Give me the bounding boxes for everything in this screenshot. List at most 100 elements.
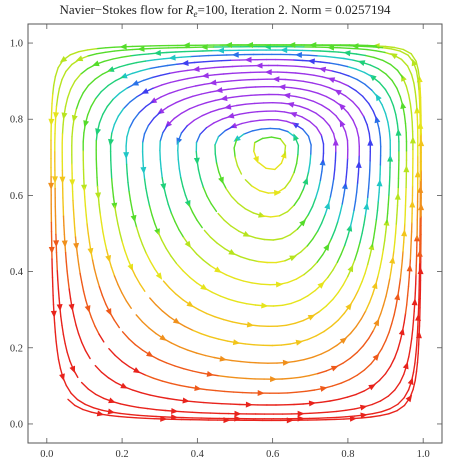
streamline-segment <box>239 256 251 261</box>
streamline-arrowhead <box>253 156 259 164</box>
streamline-segment <box>72 368 79 379</box>
streamline-segment <box>206 195 213 205</box>
streamline-segment <box>160 92 171 98</box>
streamline-segment <box>276 187 286 194</box>
streamline-segment <box>394 232 397 243</box>
streamline-segment <box>344 130 349 142</box>
streamline-segment <box>343 57 354 61</box>
streamline-segment <box>337 283 345 293</box>
streamline-segment <box>315 126 322 136</box>
streamline-segment <box>417 69 421 80</box>
streamline-segment <box>307 205 314 216</box>
streamline-segment <box>371 379 381 387</box>
streamline-segment <box>361 272 366 283</box>
streamline-segment <box>191 411 203 414</box>
streamline-segment <box>90 97 97 108</box>
streamline-segment <box>387 121 391 132</box>
streamline-segment <box>173 112 183 120</box>
streamline-segment <box>214 135 220 146</box>
streamline-segment <box>408 347 412 358</box>
streamline-segment <box>322 152 325 163</box>
streamline-segment <box>332 132 337 144</box>
streamline-segment <box>180 176 184 188</box>
streamline-segment <box>146 407 158 411</box>
streamline-segment <box>214 97 225 102</box>
streamline-segment <box>352 100 360 110</box>
streamline-segment <box>130 54 141 57</box>
streamline-segment <box>270 136 281 140</box>
streamline-segment <box>352 417 363 420</box>
streamline-segment <box>231 359 242 363</box>
streamline-segment <box>135 226 141 237</box>
streamline-segment <box>376 200 379 212</box>
streamline-segment <box>400 259 403 271</box>
streamline-segment <box>258 189 269 194</box>
streamline-segment <box>142 169 146 180</box>
streamline-segment <box>94 364 103 373</box>
streamline-segment <box>352 119 358 130</box>
streamline-segment <box>121 331 130 340</box>
streamline-segment <box>391 314 395 325</box>
streamline-segment <box>178 346 189 351</box>
streamline-segment <box>254 237 265 241</box>
streamline-segment <box>195 352 207 357</box>
streamline-segment <box>205 99 216 104</box>
streamline-segment <box>248 258 259 263</box>
streamline-segment <box>242 280 253 284</box>
streamline-segment <box>414 370 418 382</box>
streamline-segment <box>137 406 149 410</box>
streamline-segment <box>107 377 117 384</box>
streamline-segment <box>244 102 256 105</box>
streamline-segment <box>148 327 157 335</box>
streamline-segment <box>149 394 160 398</box>
streamline-segment <box>327 196 332 207</box>
streamline-segment <box>293 79 304 83</box>
streamline-segment <box>85 214 88 225</box>
streamline-segment <box>311 197 317 208</box>
streamline-segment <box>350 259 356 269</box>
streamline-segment <box>336 409 347 413</box>
streamline-segment <box>333 169 336 180</box>
streamline-segment <box>302 59 313 62</box>
streamline-arrowhead <box>59 56 68 63</box>
streamline-segment <box>200 333 211 338</box>
streamline-segment <box>126 83 136 89</box>
streamline-segment <box>384 51 395 56</box>
streamline-segment <box>122 101 131 110</box>
x-axis-ticks: 0.0 0.2 0.4 0.6 0.8 1.0 <box>40 24 430 460</box>
streamline-segment <box>404 122 407 134</box>
streamline-segment <box>364 54 375 59</box>
streamline-segment <box>246 234 257 239</box>
streamline-segment <box>161 239 167 250</box>
streamline-segment <box>126 172 129 184</box>
streamline-segment <box>170 382 181 387</box>
streamline-segment <box>193 114 203 121</box>
streamline-segment <box>128 190 132 202</box>
streamline-segment <box>303 356 314 361</box>
streamline-segment <box>311 401 322 404</box>
streamline-segment <box>412 362 416 373</box>
streamline-segment <box>258 118 270 122</box>
streamline-segment <box>152 377 164 382</box>
streamline-segment <box>388 409 398 415</box>
streamline-segment <box>76 398 86 406</box>
streamline-segment <box>57 358 62 369</box>
streamline-segment <box>119 403 131 407</box>
streamline-segment <box>329 62 340 66</box>
streamline-segment <box>410 53 417 62</box>
streamline-segment <box>232 95 243 98</box>
streamline-segment <box>387 389 396 397</box>
streamline-segment <box>57 288 60 299</box>
streamline-segment <box>295 273 305 280</box>
streamline-segment <box>113 205 117 216</box>
streamline-segment <box>354 250 359 261</box>
streamline-segment <box>339 47 350 49</box>
streamline-arrowhead <box>293 133 299 142</box>
streamline-segment <box>357 281 363 291</box>
streamline-segment <box>384 230 387 242</box>
y-tick-label: 0.6 <box>10 191 23 202</box>
streamline-segment <box>281 102 292 105</box>
streamline-segment <box>396 404 406 412</box>
streamline-segment <box>97 194 100 206</box>
